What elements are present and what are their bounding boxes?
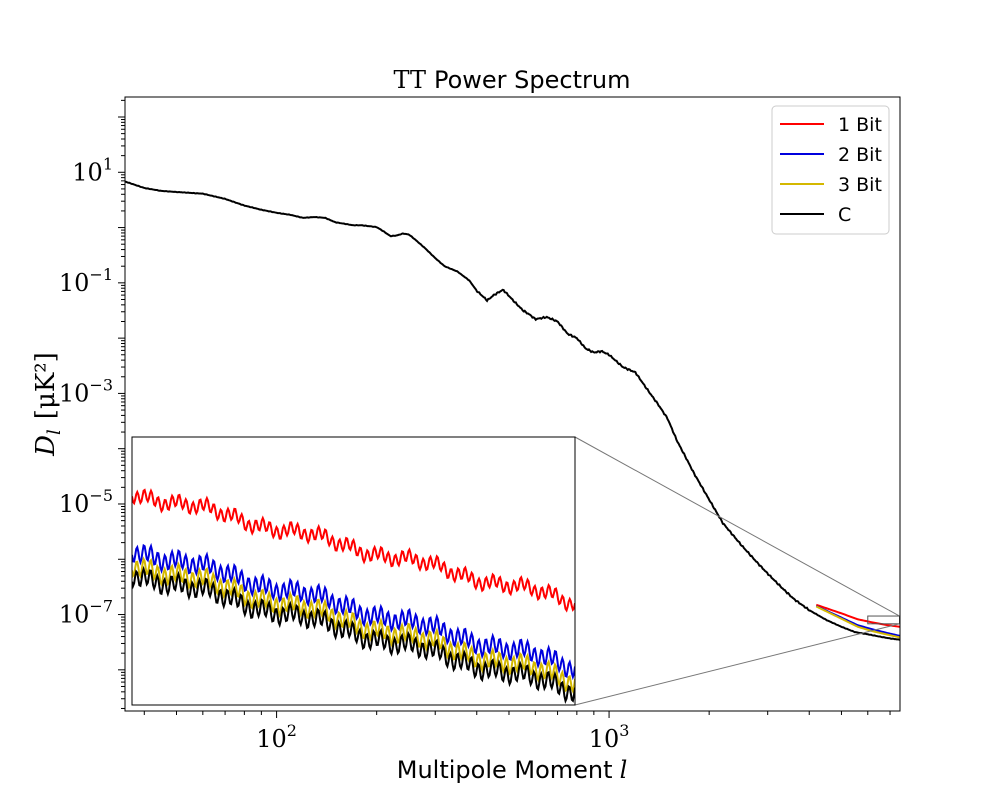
main-plot-area — [125, 180, 900, 641]
chart-title-rest: Power Spectrum — [434, 66, 631, 94]
x-axis-label-var: l — [620, 756, 628, 784]
zoom-connector-top — [574, 436, 900, 617]
y-tick-label: 10−1 — [59, 265, 113, 297]
y-tick-label: 10−3 — [59, 375, 113, 407]
legend-box — [771, 105, 890, 235]
legend-label: 1 Bit — [838, 114, 882, 136]
inset-zoom-plot — [131, 436, 900, 706]
x-axis-label: Multipole Moment l — [397, 756, 628, 784]
legend: 1 Bit 2 Bit 3 Bit C — [771, 105, 890, 235]
inset-series-0 — [132, 488, 575, 613]
y-axis-label-sub: l — [44, 429, 65, 435]
inset-frame — [131, 436, 576, 706]
y-tick-label: 101 — [72, 154, 113, 186]
inset-series-2 — [132, 556, 575, 695]
inset-series-1 — [132, 542, 575, 681]
chart-title-tex: TT — [394, 66, 426, 94]
chart-title: TT Power Spectrum — [394, 66, 631, 94]
plot-frame — [124, 96, 901, 712]
legend-label: 3 Bit — [838, 174, 882, 196]
x-tick-label: 102 — [256, 721, 297, 753]
x-axis: 102 103 — [143, 711, 891, 753]
y-axis: 101 10−1 10−3 10−5 10−7 — [59, 99, 125, 709]
zoom-connector-bottom — [574, 623, 900, 706]
y-tick-label: 10−5 — [59, 486, 113, 518]
legend-label: C — [838, 204, 851, 226]
y-axis-label-unit: [μK²] — [31, 352, 61, 419]
y-tick-label: 10−7 — [59, 597, 113, 629]
series-tail-0 — [815, 603, 900, 628]
x-axis-label-text: Multipole Moment — [397, 756, 613, 784]
legend-label: 2 Bit — [838, 144, 882, 166]
main-curve-line — [125, 180, 900, 641]
series-tail-2 — [815, 605, 900, 639]
y-axis-label: Dl [μK²] — [31, 352, 65, 457]
inset-series-3 — [132, 565, 575, 704]
y-axis-label-var: D — [31, 435, 61, 457]
x-tick-label: 103 — [589, 721, 630, 753]
